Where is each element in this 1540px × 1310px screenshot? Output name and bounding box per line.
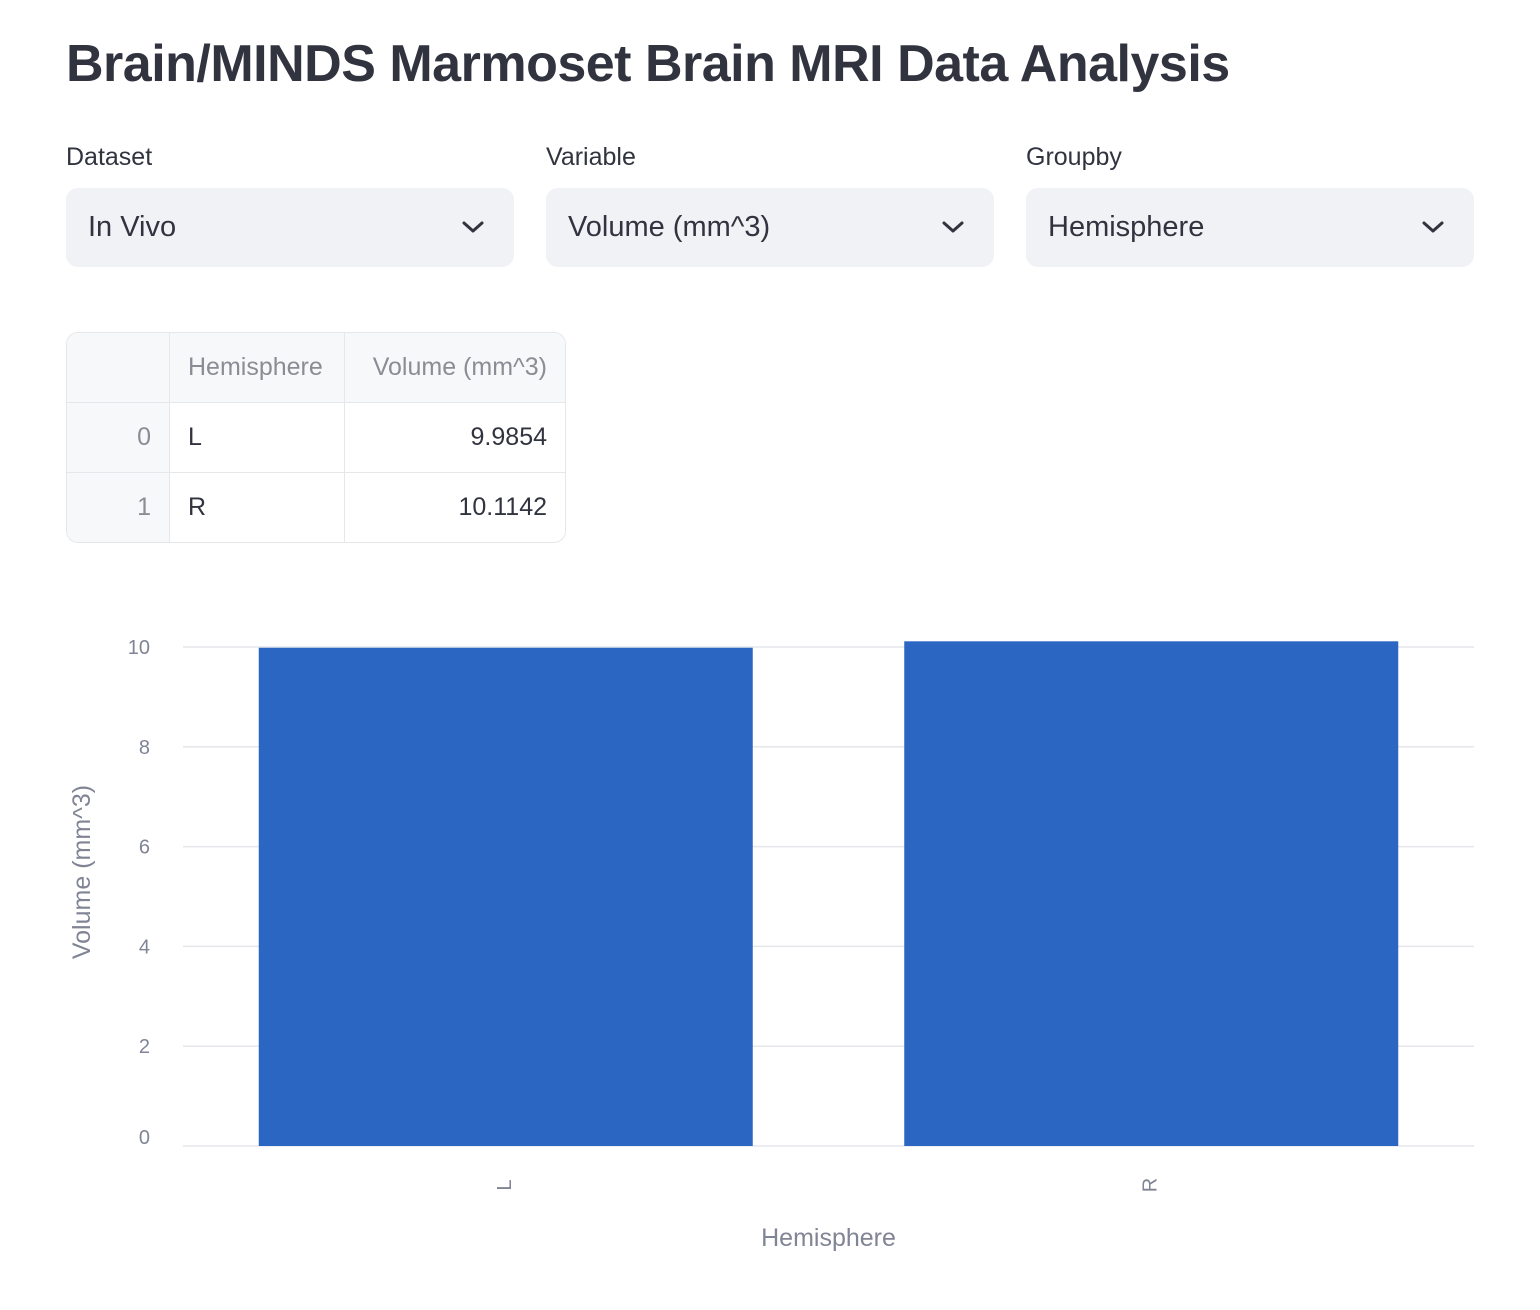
y-tick-label: 6: [139, 837, 150, 859]
y-axis-title: Volume (mm^3): [68, 785, 96, 959]
index-column-header[interactable]: [67, 333, 170, 403]
bar-L: [258, 647, 753, 1146]
table-row: 0 L 9.9854: [67, 402, 565, 473]
x-axis-title: Hemisphere: [761, 1224, 896, 1252]
bar-chart: 0 2 4 6 8 10 L R Hemisphere Volume (mm^3): [0, 600, 1540, 1280]
groupby-select-group: Groupby Hemisphere: [1026, 140, 1474, 267]
y-tick-label: 0: [139, 1127, 150, 1149]
groupby-select-value: Hemisphere: [1048, 211, 1205, 243]
variable-select[interactable]: Volume (mm^3): [546, 188, 994, 267]
hemisphere-column-header[interactable]: Hemisphere: [169, 333, 345, 403]
volume-cell[interactable]: 10.1142: [344, 472, 565, 542]
y-tick-label: 4: [139, 936, 150, 958]
groupby-select[interactable]: Hemisphere: [1026, 188, 1474, 267]
table-row: 1 R 10.1142: [67, 472, 565, 542]
variable-select-value: Volume (mm^3): [568, 211, 771, 243]
page-title: Brain/MINDS Marmoset Brain MRI Data Anal…: [66, 35, 1230, 93]
chevron-down-icon[interactable]: [1420, 216, 1446, 238]
hemisphere-cell[interactable]: R: [169, 472, 345, 542]
variable-select-group: Variable Volume (mm^3): [546, 140, 994, 267]
y-tick-label: 10: [128, 637, 150, 659]
chevron-down-icon[interactable]: [460, 216, 486, 238]
bar-R: [904, 641, 1399, 1146]
bar-chart-svg: 0 2 4 6 8 10 L R Hemisphere Volume (mm^3): [68, 637, 1474, 1252]
x-tick-label: L: [494, 1179, 516, 1190]
row-index: 1: [67, 472, 170, 542]
hemisphere-cell[interactable]: L: [169, 402, 345, 473]
dataset-select-group: Dataset In Vivo: [66, 140, 514, 267]
y-tick-label: 2: [139, 1036, 150, 1058]
y-tick-label: 8: [139, 737, 150, 759]
volume-column-header[interactable]: Volume (mm^3): [344, 333, 565, 403]
dataset-select[interactable]: In Vivo: [66, 188, 514, 267]
groupby-label: Groupby: [1026, 143, 1122, 171]
table-header-row: Hemisphere Volume (mm^3): [67, 333, 565, 403]
dataset-select-value: In Vivo: [88, 211, 177, 243]
x-tick-label: R: [1140, 1178, 1162, 1192]
volume-cell[interactable]: 9.9854: [344, 402, 565, 473]
variable-label: Variable: [546, 143, 636, 171]
chevron-down-icon[interactable]: [940, 216, 966, 238]
row-index: 0: [67, 402, 170, 473]
dataset-label: Dataset: [66, 143, 153, 171]
dataframe-table[interactable]: Hemisphere Volume (mm^3) 0 L 9.9854 1 R …: [66, 332, 566, 543]
